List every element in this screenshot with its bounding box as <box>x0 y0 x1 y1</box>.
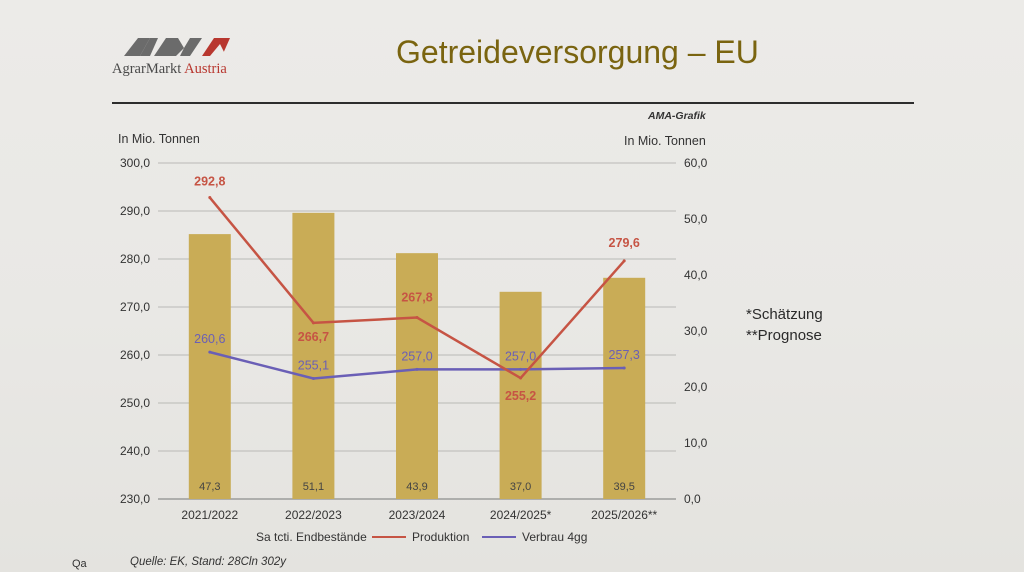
y-right-tick-label: 40,0 <box>684 268 708 282</box>
produktion-value-label: 292,8 <box>194 175 225 189</box>
y-left-tick-label: 250,0 <box>120 396 150 410</box>
chart-credit: AMA-Grafik <box>648 110 706 122</box>
y-right-tick-label: 20,0 <box>684 380 708 394</box>
verbrauch-value-label: 257,0 <box>401 349 432 363</box>
produktion-value-label: 279,6 <box>609 236 640 250</box>
bar-value-label: 51,1 <box>303 481 324 493</box>
legend-label-endbestaende: Sa tcti. Endbestände <box>256 530 367 544</box>
produktion-point <box>311 321 315 325</box>
verbrauch-value-label: 260,6 <box>194 332 225 346</box>
verbrauch-point <box>622 366 626 370</box>
y-left-tick-label: 230,0 <box>120 492 150 506</box>
verbrauch-point <box>311 377 315 381</box>
slide-title: Getreideversorgung – EU <box>396 34 759 70</box>
verbrauch-point <box>208 350 212 354</box>
produktion-point <box>208 196 212 200</box>
produktion-value-label: 255,2 <box>505 389 536 403</box>
legend-label-verbrauch: Verbrau 4gg <box>522 530 588 544</box>
produktion-point <box>622 259 626 263</box>
x-tick-label: 2021/2022 <box>181 508 238 522</box>
y-left-axis-label: In Mio. Tonnen <box>118 132 200 146</box>
bar-value-label: 43,9 <box>406 481 427 493</box>
bar-1 <box>188 234 231 499</box>
y-right-tick-label: 0,0 <box>684 492 701 506</box>
bar-value-label: 47,3 <box>199 481 220 493</box>
y-right-tick-label: 60,0 <box>684 156 708 170</box>
produktion-point <box>415 316 419 320</box>
bar-2 <box>292 212 335 499</box>
y-right-tick-label: 50,0 <box>684 212 708 226</box>
ama-logo-icon <box>124 38 230 56</box>
produktion-value-label: 267,8 <box>401 291 432 305</box>
bar-5 <box>603 277 646 499</box>
verbrauch-value-label: 255,1 <box>298 359 329 373</box>
source-note: Quelle: EK, Stand: 28Cln 302y <box>130 556 286 568</box>
corner-text: Qa <box>72 558 87 570</box>
legend-swatch-produktion <box>372 536 406 538</box>
legend-item-verbrauch: Verbrau 4gg <box>482 530 587 544</box>
produktion-value-label: 266,7 <box>298 330 329 344</box>
x-tick-label: 2024/2025* <box>490 508 552 522</box>
y-left-tick-label: 290,0 <box>120 204 150 218</box>
legend-item-endbestaende: Sa tcti. Endbestände <box>256 530 367 544</box>
logo-text-austria: Austria <box>184 61 227 77</box>
legend-item-produktion: Produktion <box>372 530 469 544</box>
produktion-point <box>519 376 523 380</box>
y-left-tick-label: 300,0 <box>120 156 150 170</box>
verbrauch-value-label: 257,0 <box>505 349 536 363</box>
bar-value-label: 39,5 <box>613 481 634 493</box>
y-left-tick-label: 240,0 <box>120 444 150 458</box>
bar-3 <box>396 253 438 499</box>
x-tick-label: 2022/2023 <box>285 508 342 522</box>
verbrauch-value-label: 257,3 <box>609 348 640 362</box>
logo-text: AgrarMarkt Austria <box>112 61 227 78</box>
legend-swatch-verbrauch <box>482 536 516 538</box>
y-right-tick-label: 10,0 <box>684 436 708 450</box>
bar-value-label: 37,0 <box>510 481 531 493</box>
title-divider <box>112 102 914 104</box>
legend-label-produktion: Produktion <box>412 530 470 544</box>
logo-text-agrarmarkt: AgrarMarkt <box>112 61 182 77</box>
verbrauch-point <box>519 367 523 371</box>
y-left-tick-label: 260,0 <box>120 348 150 362</box>
legend: Sa tcti. Endbestände Produktion Verbrau … <box>0 530 1024 550</box>
note-prognose: **Prognose <box>746 327 822 344</box>
bar-4 <box>499 291 542 499</box>
y-right-tick-label: 30,0 <box>684 324 708 338</box>
y-left-tick-label: 280,0 <box>120 252 150 266</box>
verbrauch-point <box>415 367 419 371</box>
note-schaetzung: *Schätzung <box>746 306 823 323</box>
x-tick-label: 2025/2026** <box>591 508 657 522</box>
y-right-axis-label: In Mio. Tonnen <box>624 134 706 148</box>
y-left-tick-label: 270,0 <box>120 300 150 314</box>
notes: *Schätzung **Prognose <box>746 304 823 346</box>
x-tick-label: 2023/2024 <box>389 508 446 522</box>
